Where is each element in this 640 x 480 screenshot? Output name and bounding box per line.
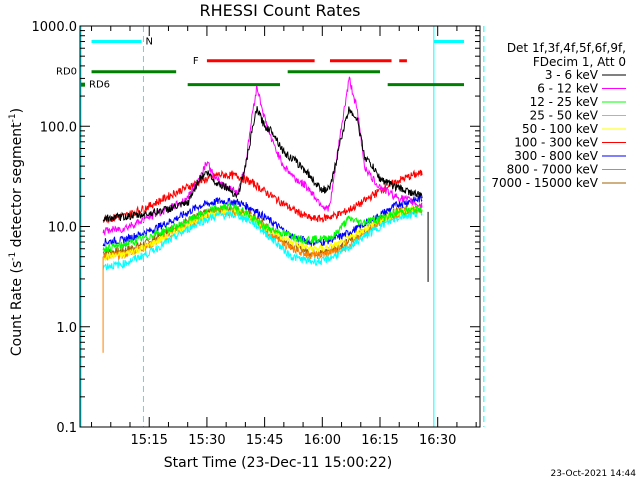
- y-tick-label: 1.0: [56, 321, 77, 336]
- x-tick-label: 16:00: [304, 433, 341, 448]
- legend-label: 7000 - 15000 keV: [491, 176, 598, 190]
- legend-label: 6 - 12 keV: [537, 82, 599, 96]
- series-line-25_50keV: [102, 207, 423, 271]
- x-axis-label: Start Time (23-Dec-11 15:00:22): [164, 455, 392, 471]
- y-tick-label: 10.0: [48, 221, 77, 236]
- legend-label: 3 - 6 keV: [545, 68, 599, 82]
- legend-label: 50 - 100 keV: [522, 122, 599, 136]
- state-label-RD6: RD6: [89, 80, 110, 91]
- y-tick-label: 1000.0: [32, 20, 78, 35]
- legend-label: 12 - 25 keV: [530, 95, 599, 109]
- legend-header-2: FDecim 1, Att 0: [533, 55, 626, 69]
- state-label-F: F: [193, 56, 199, 67]
- rd6-marker: [81, 82, 85, 87]
- x-tick-label: 15:30: [188, 433, 225, 448]
- series-line-3_6keV: [102, 106, 423, 222]
- legend-label: 300 - 800 keV: [514, 149, 598, 163]
- x-tick-label: 16:15: [361, 433, 398, 448]
- series-line-12_25keV: [102, 202, 423, 253]
- axes: 0.1 1.0 10.0 100.0 1000.0 15:15 15:30 15:45 16:0…: [32, 20, 481, 448]
- timestamp: 23-Oct-2021 14:44: [551, 469, 637, 479]
- state-label-N: N: [146, 37, 153, 48]
- legend-label: 100 - 300 keV: [514, 136, 598, 150]
- x-tick-label: 15:45: [246, 433, 283, 448]
- legend-label: 25 - 50 keV: [530, 109, 599, 123]
- x-tick-label: 15:15: [130, 433, 167, 448]
- series-line-100_300keV: [102, 169, 423, 224]
- chart-title: RHESSI Count Rates: [200, 1, 361, 20]
- state-label-RD0: RD0: [56, 67, 77, 78]
- plot-area: N F RD0 RD6: [56, 26, 485, 427]
- legend-header-1: Det 1f,3f,4f,5f,6f,9f,: [507, 41, 626, 55]
- y-tick-label: 0.1: [56, 421, 77, 436]
- y-tick-label: 100.0: [40, 120, 77, 135]
- y-axis-label: Count Rate (s-1 detector segment-1): [8, 108, 25, 356]
- x-tick-label: 16:30: [419, 433, 456, 448]
- legend: Det 1f,3f,4f,5f,6f,9f, FDecim 1, Att 0 3…: [491, 41, 626, 190]
- legend-label: 800 - 7000 keV: [507, 163, 599, 177]
